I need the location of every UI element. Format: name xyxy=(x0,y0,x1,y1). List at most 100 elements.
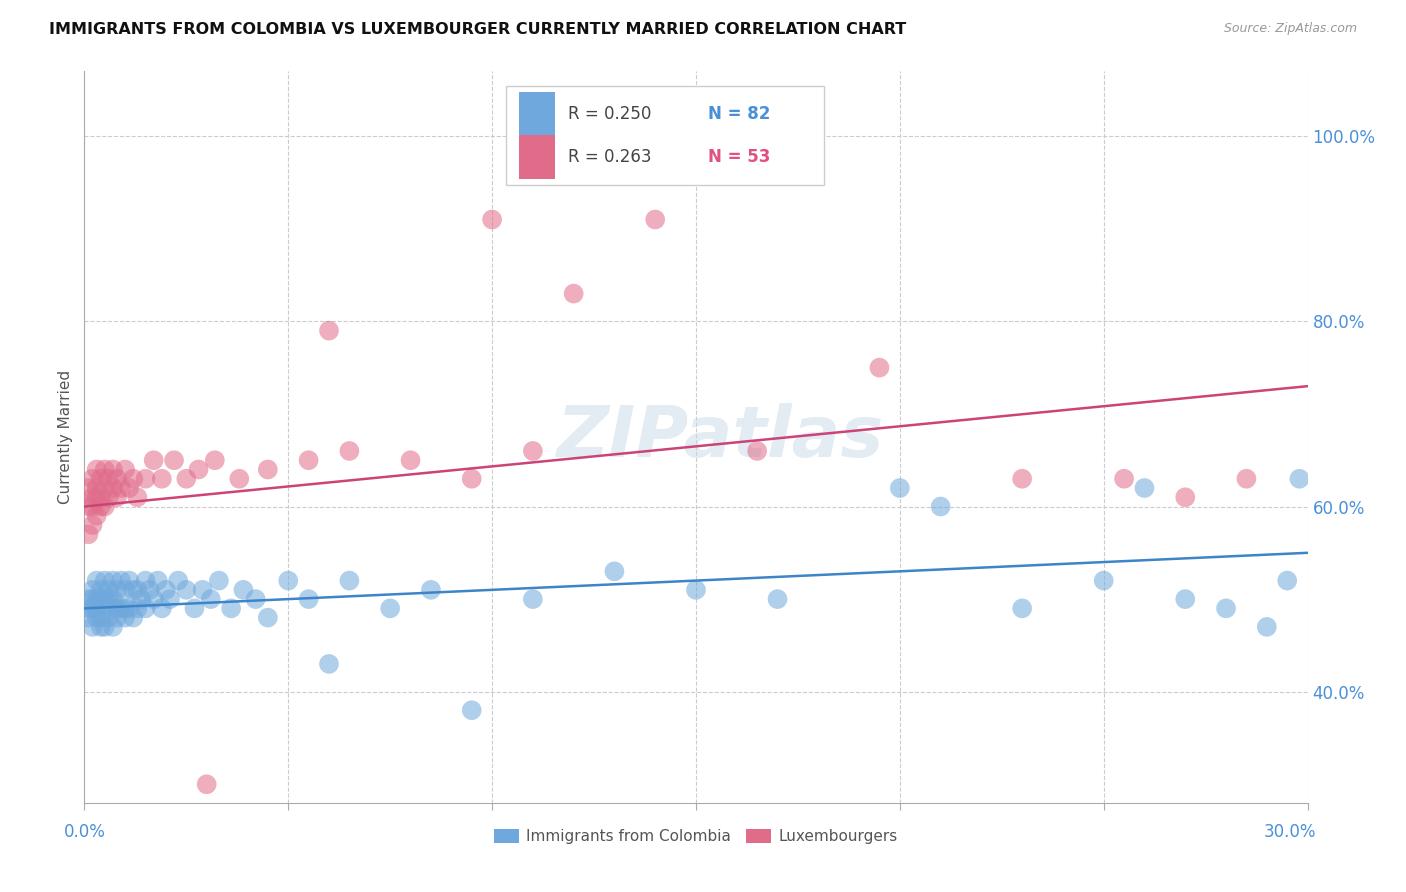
Point xyxy=(889,481,911,495)
Point xyxy=(86,592,108,607)
Point xyxy=(245,592,267,607)
Point xyxy=(82,592,104,607)
Point xyxy=(82,490,104,504)
Point xyxy=(105,490,128,504)
Point xyxy=(97,490,120,504)
Point xyxy=(97,472,120,486)
Point xyxy=(110,574,132,588)
Point xyxy=(93,574,115,588)
Point xyxy=(195,777,218,791)
Point xyxy=(380,601,402,615)
Point xyxy=(114,582,136,597)
Point xyxy=(1256,620,1278,634)
Point xyxy=(1288,472,1310,486)
Point xyxy=(114,462,136,476)
Point xyxy=(191,582,214,597)
Point xyxy=(150,601,173,615)
Point xyxy=(77,500,100,514)
Point xyxy=(1011,472,1033,486)
Point xyxy=(86,574,108,588)
Point xyxy=(187,462,209,476)
Point xyxy=(127,490,149,504)
Point xyxy=(118,574,141,588)
Point xyxy=(101,620,124,634)
Point xyxy=(183,601,205,615)
Point xyxy=(90,500,112,514)
Point xyxy=(277,574,299,588)
Point xyxy=(1133,481,1156,495)
Point xyxy=(1114,472,1136,486)
Point xyxy=(122,582,145,597)
Point xyxy=(644,212,666,227)
Text: N = 53: N = 53 xyxy=(709,148,770,166)
Point xyxy=(77,527,100,541)
Point xyxy=(339,444,361,458)
Point xyxy=(86,610,108,624)
Point xyxy=(135,601,157,615)
Point xyxy=(200,592,222,607)
Point xyxy=(219,601,242,615)
Point xyxy=(257,462,280,476)
Point xyxy=(159,592,181,607)
Point xyxy=(90,620,112,634)
Point xyxy=(318,657,340,671)
Point xyxy=(122,472,145,486)
Point xyxy=(82,582,104,597)
Point xyxy=(174,472,197,486)
Point xyxy=(1011,601,1033,615)
Point xyxy=(101,462,124,476)
Point xyxy=(105,472,128,486)
Point xyxy=(90,472,112,486)
Point xyxy=(131,592,153,607)
Point xyxy=(603,565,626,579)
Point xyxy=(174,582,197,597)
Point xyxy=(420,582,443,597)
Point xyxy=(204,453,226,467)
Point xyxy=(1277,574,1299,588)
Point xyxy=(101,601,124,615)
Point xyxy=(82,620,104,634)
Point xyxy=(163,453,186,467)
Point xyxy=(150,472,173,486)
Point xyxy=(101,574,124,588)
Point xyxy=(77,481,100,495)
Text: ZIPatlas: ZIPatlas xyxy=(557,402,884,472)
Point xyxy=(90,610,112,624)
Point xyxy=(208,574,231,588)
Text: R = 0.263: R = 0.263 xyxy=(568,148,651,166)
Point xyxy=(114,601,136,615)
Y-axis label: Currently Married: Currently Married xyxy=(58,370,73,504)
Point xyxy=(82,518,104,533)
Point xyxy=(1236,472,1258,486)
Point xyxy=(97,592,120,607)
Point xyxy=(869,360,891,375)
Point xyxy=(90,592,112,607)
Point xyxy=(77,592,100,607)
Point xyxy=(86,508,108,523)
Text: N = 82: N = 82 xyxy=(709,104,770,122)
Point xyxy=(685,582,707,597)
Point xyxy=(318,324,340,338)
Point xyxy=(122,610,145,624)
Point xyxy=(93,500,115,514)
Bar xyxy=(519,136,555,179)
Point xyxy=(766,592,789,607)
Point xyxy=(167,574,190,588)
Point xyxy=(105,582,128,597)
Text: R = 0.250: R = 0.250 xyxy=(568,104,651,122)
FancyBboxPatch shape xyxy=(506,86,824,185)
Legend: Immigrants from Colombia, Luxembourgers: Immigrants from Colombia, Luxembourgers xyxy=(488,822,904,850)
Point xyxy=(97,610,120,624)
Point xyxy=(110,481,132,495)
Point xyxy=(114,610,136,624)
Point xyxy=(101,481,124,495)
Point xyxy=(86,462,108,476)
Point xyxy=(1215,601,1237,615)
Point xyxy=(93,592,115,607)
Point xyxy=(146,574,169,588)
Point xyxy=(522,592,544,607)
Point xyxy=(118,601,141,615)
Point xyxy=(155,582,177,597)
Point xyxy=(298,592,321,607)
Text: 30.0%: 30.0% xyxy=(1263,823,1316,841)
